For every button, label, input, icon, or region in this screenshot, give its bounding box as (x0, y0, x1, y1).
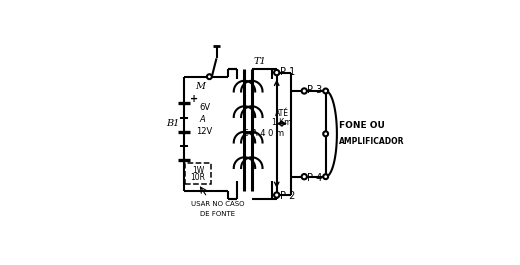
Text: 1 Km: 1 Km (272, 118, 292, 127)
Text: P 1: P 1 (280, 67, 295, 77)
Text: 6V: 6V (199, 103, 210, 112)
Text: B1: B1 (166, 119, 180, 128)
Circle shape (323, 131, 328, 136)
Circle shape (323, 174, 328, 179)
Text: FONE OU: FONE OU (339, 121, 385, 130)
Text: P 2: P 2 (280, 191, 295, 201)
Text: 12V: 12V (196, 127, 212, 136)
Circle shape (302, 88, 307, 94)
Text: ATÉ: ATÉ (275, 109, 289, 118)
Circle shape (323, 89, 328, 94)
Circle shape (207, 74, 212, 79)
Circle shape (274, 192, 279, 198)
Text: +: + (190, 94, 198, 104)
Text: A: A (199, 115, 205, 124)
Text: 1W: 1W (192, 166, 204, 175)
Text: 5 A 4 0 m: 5 A 4 0 m (244, 129, 284, 138)
Text: DE FONTE: DE FONTE (200, 211, 235, 217)
Text: T1: T1 (253, 58, 266, 67)
Circle shape (302, 174, 307, 179)
Circle shape (274, 70, 279, 75)
Text: P 4: P 4 (307, 173, 322, 183)
Text: USAR NO CASO: USAR NO CASO (191, 201, 244, 207)
Bar (185, 164, 212, 184)
Text: M: M (195, 82, 205, 91)
Text: 10R: 10R (191, 173, 205, 182)
Text: AMPLIFICADOR: AMPLIFICADOR (339, 138, 405, 147)
Text: P 3: P 3 (307, 85, 322, 95)
